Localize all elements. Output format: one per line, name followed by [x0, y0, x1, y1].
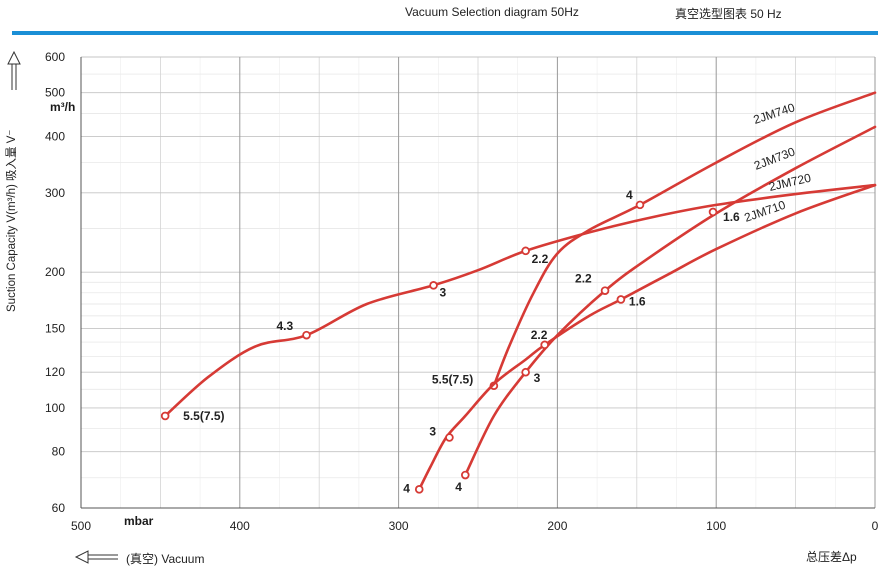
series-line-2jm730: [464, 125, 877, 477]
data-point: [460, 470, 470, 480]
chart-title-en: Vacuum Selection diagram 50Hz: [405, 5, 579, 19]
data-label: 3: [534, 371, 541, 385]
y-axis-arrow-icon: [7, 50, 21, 90]
x-axis-arrow-icon: [74, 550, 118, 564]
chart-title-cn: 真空选型图表 50 Hz: [675, 7, 782, 21]
x-tick-label: 300: [389, 519, 409, 533]
x-tick-label: 200: [547, 519, 567, 533]
data-point: [708, 207, 718, 217]
y-tick-label: 200: [45, 265, 65, 279]
y-tick-label: 500: [45, 86, 65, 100]
data-label: 3: [429, 424, 436, 438]
data-point: [521, 367, 530, 377]
data-label: 5.5(7.5): [183, 409, 224, 423]
series-layer: [160, 91, 877, 494]
data-point: [600, 286, 610, 295]
header-divider: [12, 31, 878, 35]
data-point: [160, 411, 170, 421]
x-tick-label: 100: [706, 519, 726, 533]
data-label: 2.2: [532, 252, 549, 266]
data-label: 5.5(7.5): [432, 373, 473, 387]
data-label: 3: [440, 285, 447, 299]
data-point: [635, 200, 645, 210]
y-tick-label: 150: [45, 322, 65, 336]
y-tick-label: 100: [45, 401, 65, 415]
x-tick-label: 0: [872, 519, 878, 533]
y-tick-label: 60: [52, 501, 66, 515]
x-tick-label: 400: [230, 519, 250, 533]
data-point: [414, 485, 424, 494]
data-label: 4: [403, 481, 410, 495]
data-point: [540, 340, 549, 350]
series-line-2jm740: [492, 91, 877, 387]
data-label: 4: [455, 480, 462, 494]
data-label: 2.2: [575, 272, 592, 286]
axes: 60 80 100 120 150 200 300 400 500 600 500 400 300 200…: [45, 50, 878, 533]
series-name-label: 2JM720: [768, 171, 813, 194]
y-tick-label: 120: [45, 365, 65, 379]
data-point: [302, 330, 311, 340]
y-axis-label: Suction Capacity V(m³/h) 吸入量 V⁻: [6, 129, 18, 312]
y-tick-label: 80: [52, 445, 66, 459]
data-point: [521, 246, 530, 256]
data-label: 4.3: [276, 319, 293, 333]
y-tick-label: 300: [45, 186, 65, 200]
y-axis-unit: m³/h: [50, 100, 76, 114]
y-tick-label: 600: [45, 50, 65, 64]
data-label: 1.6: [629, 294, 646, 308]
x-tick-label: 500: [71, 519, 91, 533]
x-axis-unit: mbar: [124, 514, 154, 528]
data-point: [429, 281, 438, 290]
x-axis-label-pressure: 总压差Δp: [806, 550, 857, 564]
data-label: 2.2: [531, 328, 548, 342]
data-point: [616, 295, 626, 304]
x-axis-label-vacuum: (真空) Vacuum: [126, 552, 205, 566]
data-label: 1.6: [723, 210, 740, 224]
series-line-2jm720: [163, 183, 877, 418]
labels-layer: 5.5(7.5) 4 2JM740 4 3 2.2 1.6 2JM730 5.5(7.5) 4.3…: [183, 100, 812, 495]
y-tick-label: 400: [45, 129, 65, 143]
data-point: [445, 433, 454, 442]
series-line-2jm710: [417, 183, 877, 491]
series-name-label: 2JM730: [752, 144, 797, 172]
data-label: 4: [626, 188, 633, 202]
series-name-label: 2JM740: [752, 100, 797, 127]
grid-lines: [80, 56, 876, 509]
